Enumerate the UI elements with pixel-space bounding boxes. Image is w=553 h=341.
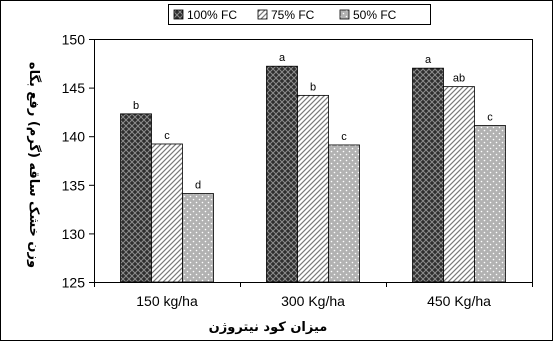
y-tick-label: 125: [62, 275, 86, 291]
x-axis: 150 kg/ha 300 Kg/ha 450 Kg/ha: [94, 282, 533, 309]
data-label: c: [164, 130, 170, 142]
bar: [412, 67, 444, 283]
legend-box: [168, 4, 431, 25]
data-label: ab: [453, 73, 465, 85]
x-category-label: 300 Kg/ha: [281, 293, 345, 309]
legend-label: 75% FC: [271, 8, 315, 22]
data-label: d: [195, 180, 201, 192]
bar: [297, 94, 329, 283]
bar: [328, 144, 360, 283]
legend-swatch: [173, 9, 184, 20]
y-axis-title: وزن خشک ساقه (گرم) رفع بگاه: [26, 62, 42, 268]
data-label: b: [133, 100, 139, 112]
y-tick-label: 150: [62, 32, 86, 48]
legend-swatch: [257, 9, 268, 20]
legend-swatch: [339, 9, 350, 20]
y-tick-label: 145: [62, 80, 86, 96]
legend-label: 100% FC: [187, 8, 237, 22]
data-label: c: [487, 112, 493, 124]
bar: [474, 125, 506, 283]
y-tick-label: 130: [62, 226, 86, 242]
data-label: c: [341, 131, 347, 143]
data-label: a: [425, 54, 432, 66]
bar: [151, 143, 183, 283]
y-axis: 125 130 135 140 145 150: [62, 32, 95, 291]
bar: [120, 113, 152, 283]
y-tick-label: 135: [62, 177, 86, 193]
bar: [443, 86, 475, 283]
legend-label: 50% FC: [353, 8, 397, 22]
x-axis-title: میزان کود نیتروژن: [209, 320, 328, 335]
x-category-label: 150 kg/ha: [136, 293, 198, 309]
data-label: b: [310, 81, 316, 93]
bar: [182, 193, 214, 283]
x-category-label: 450 Kg/ha: [427, 293, 491, 309]
data-label: a: [279, 52, 286, 64]
y-tick-label: 140: [62, 129, 86, 145]
legend: 100% FC 75% FC 50% FC: [168, 4, 431, 25]
bar: [266, 65, 298, 283]
